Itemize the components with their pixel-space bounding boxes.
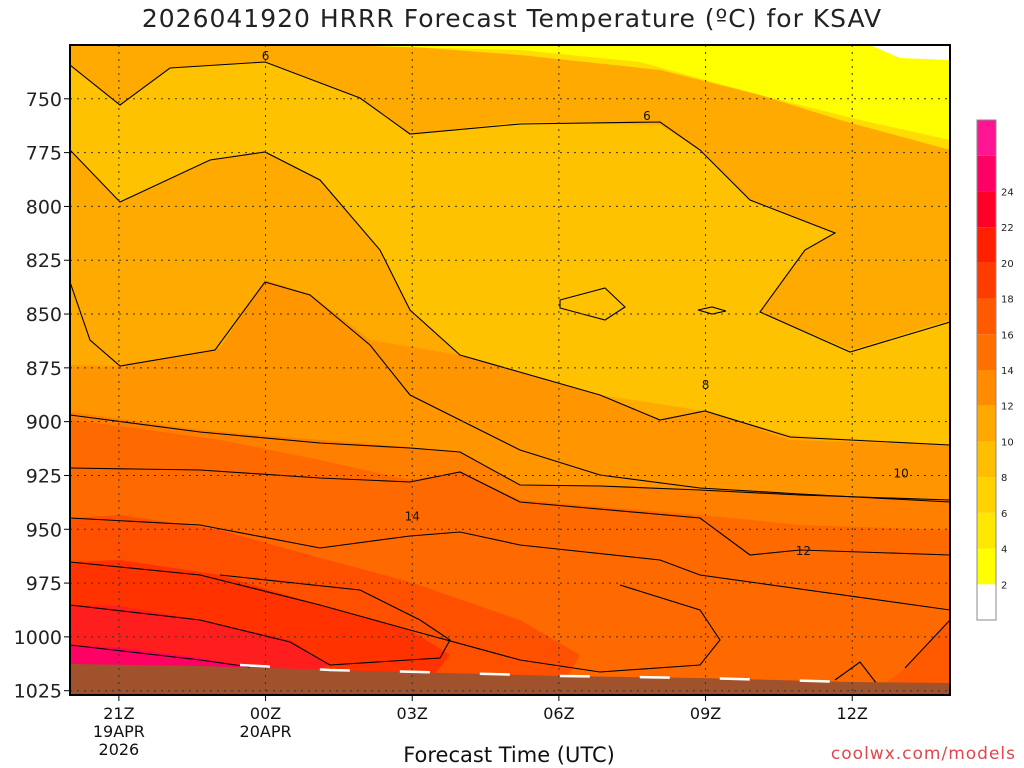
y-tick-label: 900 (26, 412, 62, 434)
colorbar-label: 10 (1001, 437, 1014, 448)
contour-label: 6 (262, 49, 270, 63)
colorbar-label: 16 (1001, 330, 1014, 341)
colorbar-label: 24 (1001, 187, 1014, 198)
colorbar-swatch (977, 441, 996, 478)
contour-label: 6 (643, 109, 651, 123)
colorbar-swatch (977, 512, 996, 549)
colorbar-label: 8 (1001, 473, 1007, 484)
contour-label: 10 (893, 466, 908, 480)
surface-edge-highlight (239, 663, 851, 684)
x-tick-label: 00Z (250, 704, 281, 723)
surface-ground (70, 664, 950, 695)
x-tick-sublabel: 2026 (99, 740, 140, 759)
colorbar-swatch (977, 477, 996, 513)
y-tick-label: 975 (26, 573, 62, 595)
watermark[interactable]: coolwx.com/models (830, 744, 1016, 764)
colorbar-label: 18 (1001, 295, 1014, 306)
colorbar-label: 22 (1001, 223, 1014, 234)
colorbar-swatch (977, 548, 996, 585)
y-tick-label: 850 (26, 304, 62, 326)
y-tick-label: 1025 (14, 681, 62, 703)
x-tick-label: 09Z (690, 704, 721, 723)
band-20-24 (70, 645, 250, 670)
x-axis-label: Forecast Time (UTC) (403, 743, 615, 767)
colorbar-swatch (977, 191, 996, 228)
x-tick-sublabel: 19APR (93, 722, 145, 741)
colorbar-label: 20 (1001, 259, 1014, 270)
y-tick-label: 925 (26, 465, 62, 487)
band-6-8 (70, 62, 950, 445)
band-0-2 (870, 45, 950, 60)
colorbar-swatch (977, 370, 996, 406)
y-tick-label: 825 (26, 250, 62, 272)
contour-label: 12 (796, 544, 811, 558)
colorbar-swatch (977, 584, 996, 620)
colorbar-swatch (977, 334, 996, 370)
colorbar-swatch (977, 227, 996, 263)
plot-frame (69, 44, 951, 696)
x-tick-label: 03Z (397, 704, 428, 723)
colorbar-swatch (977, 155, 996, 192)
plot-area (70, 45, 950, 695)
colorbar-label: 12 (1001, 402, 1014, 413)
y-tick-label: 1000 (14, 627, 62, 649)
x-tick-sublabel: 20APR (240, 722, 292, 741)
contour-label: 8 (702, 378, 710, 392)
band-right-warm (880, 620, 950, 688)
colorbar-label: 4 (1001, 545, 1007, 556)
y-axis: 750 775 800 825 850 875 900 925 950 975 1000 1025 (14, 89, 70, 703)
x-tick-label: 06Z (543, 704, 574, 723)
colorbar-label: 2 (1001, 580, 1007, 591)
colorbar-label: 14 (1001, 366, 1014, 377)
colorbar-swatch (977, 120, 996, 156)
x-tick-label: 12Z (837, 704, 868, 723)
contour-labels: 6 6 8 10 12 14 (262, 49, 909, 558)
chart-title: 2026041920 HRRR Forecast Temperature (ºC… (141, 4, 883, 33)
colorbar-frame (976, 119, 997, 621)
y-tick-label: 775 (26, 143, 62, 165)
contour-lines (70, 61, 950, 689)
x-tick-label: 21Z (103, 704, 134, 723)
y-tick-label: 950 (26, 519, 62, 541)
colorbar-swatch (977, 298, 996, 335)
colorbar-label: 6 (1001, 509, 1007, 520)
colorbar-swatch (977, 405, 996, 442)
contour-label: 14 (405, 509, 420, 523)
band-2-4 (330, 45, 950, 140)
y-tick-label: 750 (26, 89, 62, 111)
colorbar-swatch (977, 262, 996, 299)
y-tick-label: 800 (26, 196, 62, 218)
y-tick-label: 875 (26, 358, 62, 380)
